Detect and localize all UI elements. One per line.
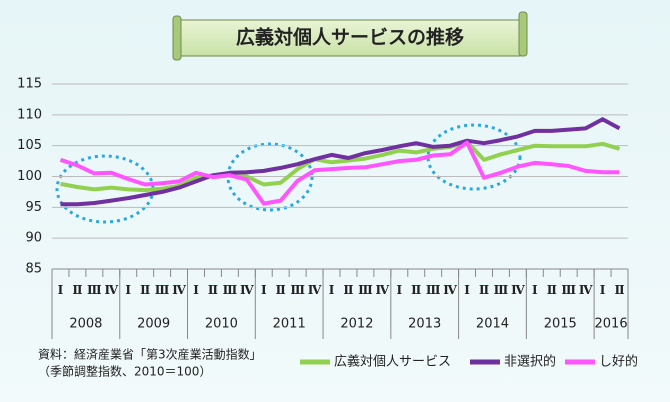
- year-label: 2009: [137, 317, 170, 332]
- x-tick-label: Ⅰ: [261, 283, 267, 297]
- x-tick-label: Ⅲ: [494, 283, 509, 297]
- y-tick-label: 95: [25, 200, 42, 215]
- x-tick-label: Ⅳ: [240, 283, 254, 297]
- x-tick-label: Ⅳ: [376, 283, 390, 297]
- year-label: 2011: [273, 317, 306, 332]
- x-tick-label: Ⅰ: [532, 283, 538, 297]
- x-tick-label: Ⅲ: [290, 283, 305, 297]
- x-tick-label: Ⅰ: [396, 283, 402, 297]
- x-tick-label: Ⅱ: [72, 283, 82, 297]
- x-tick-label: Ⅳ: [443, 283, 457, 297]
- x-tick-label: Ⅲ: [155, 283, 170, 297]
- x-tick-label: Ⅲ: [358, 283, 373, 297]
- y-tick-label: 85: [25, 262, 42, 277]
- x-tick-label: Ⅰ: [329, 283, 335, 297]
- legend-label: 広義対個人サービス: [334, 354, 451, 370]
- year-label: 2016: [595, 317, 628, 332]
- x-tick-label: Ⅱ: [547, 283, 557, 297]
- x-tick-label: Ⅱ: [140, 283, 150, 297]
- x-tick-label: Ⅱ: [614, 283, 624, 297]
- series-line: [59, 140, 620, 206]
- legend-label: 非選択的: [504, 354, 556, 370]
- legend-label: し好的: [599, 354, 638, 370]
- year-label: 2015: [544, 317, 577, 332]
- x-tick-label: Ⅱ: [479, 283, 489, 297]
- source-text: 資料：経済産業省「第3次産業活動指数」: [38, 347, 262, 362]
- y-tick-label: 115: [17, 77, 42, 92]
- note-text: （季節調整指数、2010＝100）: [38, 364, 211, 379]
- x-tick-label: Ⅳ: [172, 283, 186, 297]
- x-tick-label: Ⅱ: [411, 283, 421, 297]
- year-label: 2012: [340, 317, 373, 332]
- chart-title: 広義対個人サービスの推移: [236, 26, 464, 49]
- x-tick-label: Ⅲ: [561, 283, 576, 297]
- x-tick-label: Ⅳ: [579, 283, 593, 297]
- x-tick-label: Ⅰ: [58, 283, 64, 297]
- y-tick-label: 100: [17, 169, 42, 184]
- year-label: 2013: [408, 317, 441, 332]
- x-tick-label: Ⅲ: [87, 283, 102, 297]
- x-tick-label: Ⅲ: [223, 283, 238, 297]
- x-tick-label: Ⅳ: [308, 283, 322, 297]
- x-tick-label: Ⅰ: [464, 283, 470, 297]
- title-banner: [172, 11, 528, 61]
- x-tick-label: Ⅳ: [104, 283, 118, 297]
- year-label: 2008: [69, 317, 102, 332]
- year-label: 2014: [476, 317, 509, 332]
- x-tick-label: Ⅲ: [426, 283, 441, 297]
- series-line: [60, 117, 621, 207]
- x-tick-label: Ⅳ: [511, 283, 525, 297]
- x-tick-label: Ⅱ: [343, 283, 353, 297]
- x-tick-label: Ⅰ: [125, 283, 131, 297]
- x-tick-label: Ⅱ: [208, 283, 218, 297]
- y-tick-label: 110: [17, 107, 42, 122]
- y-tick-label: 90: [25, 231, 42, 246]
- y-tick-label: 105: [17, 138, 42, 153]
- x-tick-label: Ⅰ: [193, 283, 199, 297]
- x-tick-label: Ⅰ: [600, 283, 606, 297]
- x-tick-label: Ⅱ: [276, 283, 286, 297]
- year-label: 2010: [205, 317, 238, 332]
- series-line: [60, 140, 621, 193]
